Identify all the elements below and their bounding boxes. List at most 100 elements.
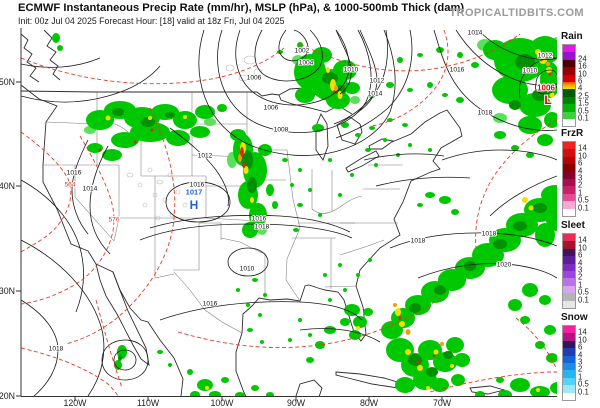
legend-color-segment bbox=[563, 186, 575, 194]
mslp-label: 1010 bbox=[240, 265, 255, 272]
legend-tick-label: 2 bbox=[578, 180, 583, 190]
lat-tick-label: 20N bbox=[0, 391, 15, 401]
legend-colorbar-sleet bbox=[562, 233, 576, 309]
legend-tick-label: 1.5 bbox=[578, 98, 589, 108]
legend-color-segment bbox=[563, 326, 575, 334]
legend-color-segment bbox=[563, 74, 575, 82]
legend-tick-label: 0.5 bbox=[578, 195, 589, 205]
legend-color-segment bbox=[563, 370, 575, 378]
legend-color-segment bbox=[563, 377, 575, 386]
legend-colorbar-frzr bbox=[562, 141, 576, 217]
lat-tick-label: 50N bbox=[0, 77, 15, 87]
legend-color-segment bbox=[563, 52, 575, 60]
legend-tick-label: 14 bbox=[578, 327, 587, 337]
legend-title-rain: Rain bbox=[561, 31, 583, 42]
mslp-label: 1002 bbox=[295, 47, 310, 54]
mslp-label: 1016 bbox=[190, 181, 205, 188]
map-axes bbox=[16, 28, 557, 401]
legend-color-segment bbox=[563, 118, 575, 127]
legend-color-segment bbox=[563, 300, 575, 308]
mslp-label: 1012 bbox=[538, 52, 553, 59]
mslp-label: 1018 bbox=[255, 223, 270, 230]
lat-tick-label: 30N bbox=[0, 286, 15, 296]
low-pressure-value: 1006 bbox=[537, 84, 555, 93]
legend-tick-label: 24 bbox=[578, 54, 587, 64]
legend-color-segment bbox=[563, 45, 575, 53]
legend-color-segment bbox=[563, 201, 575, 209]
precip-layer bbox=[52, 33, 557, 396]
mslp-label: 1010 bbox=[344, 66, 359, 73]
legend-color-segment bbox=[563, 142, 575, 150]
legend-colorbar-rain bbox=[562, 44, 576, 128]
thickness-label: 564 bbox=[64, 181, 75, 188]
legend-tick-label: 3 bbox=[578, 173, 583, 183]
mslp-label: 1018 bbox=[411, 237, 426, 244]
lon-tick-label: 110W bbox=[136, 398, 160, 408]
legend-color-segment bbox=[563, 256, 575, 264]
precip-type-legend: Rain 24 16 10 6 4 2.5 1.5 0.5 0.1 FrzR 14 10 6 4 3 2 1 0.5… bbox=[558, 0, 600, 408]
legend-color-segment bbox=[563, 89, 575, 97]
lon-tick-label: 90W bbox=[286, 398, 306, 408]
lon-tick-label: 70W bbox=[432, 398, 452, 408]
legend-tick-label: 6 bbox=[578, 342, 583, 352]
mslp-label: 1012 bbox=[198, 152, 213, 159]
mslp-label: 1016 bbox=[67, 169, 82, 176]
high-pressure-value: 1017 bbox=[186, 188, 203, 197]
legend-tick-label: 4 bbox=[578, 166, 583, 176]
legend-color-segment bbox=[563, 156, 575, 165]
legend-color-segment bbox=[563, 193, 575, 202]
legend-tick-label: 6 bbox=[578, 158, 583, 168]
legend-tick-label: 4 bbox=[578, 83, 583, 93]
mslp-contour-layer bbox=[21, 29, 557, 396]
legend-tick-label: 3 bbox=[578, 357, 583, 367]
legend-tick-label: 6 bbox=[578, 250, 583, 260]
legend-tick-label: 4 bbox=[578, 258, 583, 268]
legend-tick-label: 10 bbox=[578, 151, 587, 161]
legend-color-segment bbox=[563, 59, 575, 68]
legend-color-segment bbox=[563, 96, 575, 105]
legend-tick-label: 0.1 bbox=[578, 387, 589, 397]
legend-color-segment bbox=[563, 104, 575, 112]
legend-color-segment bbox=[563, 278, 575, 286]
legend-tick-label: 16 bbox=[578, 61, 587, 71]
legend-tick-label: 0.5 bbox=[578, 379, 589, 389]
legend-title-snow: Snow bbox=[561, 312, 588, 323]
legend-color-segment bbox=[563, 171, 575, 179]
init-forecast-line: Init: 00z Jul 04 2025 Forecast Hour: [18… bbox=[18, 15, 285, 26]
legend-color-segment bbox=[563, 111, 575, 119]
legend-color-segment bbox=[563, 362, 575, 371]
legend-tick-label: 1 bbox=[578, 372, 583, 382]
legend-tick-label: 6 bbox=[578, 76, 583, 86]
legend-color-segment bbox=[563, 67, 575, 75]
legend-tick-label: 2.5 bbox=[578, 91, 589, 101]
mslp-label: 1016 bbox=[450, 66, 465, 73]
thickness-contour-layer bbox=[21, 29, 557, 396]
legend-color-segment bbox=[563, 355, 575, 363]
mslp-label: 1010 bbox=[523, 67, 538, 74]
mslp-label: 1018 bbox=[482, 230, 497, 237]
legend-tick-label: 2 bbox=[578, 272, 583, 282]
lon-tick-label: 80W bbox=[359, 398, 379, 408]
lat-tick-label: 40N bbox=[0, 181, 15, 191]
legend-color-segment bbox=[563, 234, 575, 242]
lon-tick-label: 120W bbox=[63, 398, 87, 408]
mslp-label: 1016 bbox=[203, 300, 218, 307]
page-title: ECMWF Instantaneous Precip Rate (mm/hr),… bbox=[18, 2, 465, 14]
legend-color-segment bbox=[563, 348, 575, 356]
legend-color-segment bbox=[563, 164, 575, 172]
legend-tick-label: 0.5 bbox=[578, 287, 589, 297]
legend-tick-label: 14 bbox=[578, 235, 587, 245]
legend-color-segment bbox=[563, 270, 575, 279]
mslp-label: 1006 bbox=[264, 104, 279, 111]
legend-color-segment bbox=[563, 333, 575, 341]
legend-color-segment bbox=[563, 208, 575, 216]
legend-color-segment bbox=[563, 293, 575, 301]
tropicaltidbits-watermark: TROPICALTIDBITS.COM bbox=[449, 7, 584, 19]
mslp-label: 1018 bbox=[49, 345, 64, 352]
legend-color-segment bbox=[563, 392, 575, 400]
legend-tick-label: 3 bbox=[578, 265, 583, 275]
high-pressure-marker: H bbox=[190, 198, 199, 212]
legend-color-segment bbox=[563, 385, 575, 393]
mslp-label: 1018 bbox=[478, 109, 493, 116]
